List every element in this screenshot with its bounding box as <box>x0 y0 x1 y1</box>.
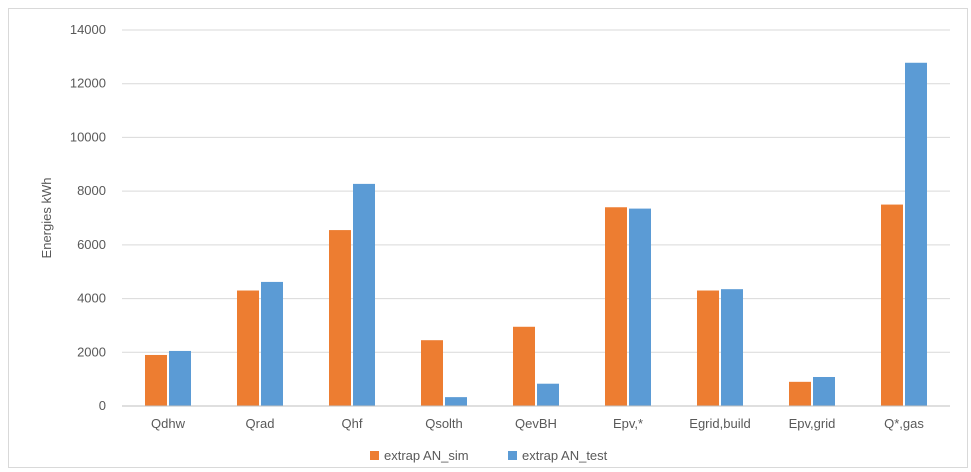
y-axis-label: Energies kWh <box>39 178 54 259</box>
y-tick-label: 6000 <box>77 237 106 252</box>
y-tick-label: 12000 <box>70 76 106 91</box>
x-tick-label: Egrid,build <box>689 416 750 431</box>
bars <box>145 62 927 406</box>
y-tick-label: 2000 <box>77 344 106 359</box>
bar-sim <box>605 207 627 406</box>
y-axis-ticks: 0 2000 4000 6000 8000 10000 12000 14000 <box>70 22 106 413</box>
bar-test <box>537 383 559 406</box>
bar-sim <box>697 290 719 406</box>
bar-sim <box>513 326 535 406</box>
bar-test <box>905 62 927 406</box>
bar-sim <box>237 290 259 406</box>
y-tick-label: 4000 <box>77 291 106 306</box>
legend: extrap AN_sim extrap AN_test <box>370 448 608 463</box>
bar-sim <box>145 354 167 406</box>
bar-sim <box>881 204 903 406</box>
legend-swatch <box>370 451 379 460</box>
x-tick-label: Qsolth <box>425 416 463 431</box>
legend-swatch <box>508 451 517 460</box>
x-tick-label: QevBH <box>515 416 557 431</box>
bar-test <box>169 350 191 406</box>
bar-test <box>813 376 835 406</box>
chart-frame <box>8 8 968 468</box>
x-tick-label: Qhf <box>342 416 363 431</box>
bar-test <box>353 183 375 406</box>
x-tick-label: Q*,gas <box>884 416 924 431</box>
bar-test <box>261 281 283 406</box>
bar-test <box>445 397 467 406</box>
gridlines <box>122 29 950 353</box>
x-tick-label: Epv,* <box>613 416 643 431</box>
x-tick-label: Qrad <box>246 416 275 431</box>
bar-test <box>721 289 743 406</box>
x-tick-label: Epv,grid <box>789 416 836 431</box>
legend-label: extrap AN_test <box>522 448 608 463</box>
x-axis-ticks: Qdhw Qrad Qhf Qsolth QevBH Epv,* Egrid,build Ep… <box>151 416 924 431</box>
bar-sim <box>789 381 811 406</box>
y-tick-label: 0 <box>99 398 106 413</box>
bar-test <box>629 208 651 406</box>
legend-label: extrap AN_sim <box>384 448 469 463</box>
y-tick-label: 8000 <box>77 183 106 198</box>
y-tick-label: 10000 <box>70 129 106 144</box>
x-tick-label: Qdhw <box>151 416 186 431</box>
bar-sim <box>329 230 351 406</box>
y-tick-label: 14000 <box>70 22 106 37</box>
bar-sim <box>421 340 443 406</box>
